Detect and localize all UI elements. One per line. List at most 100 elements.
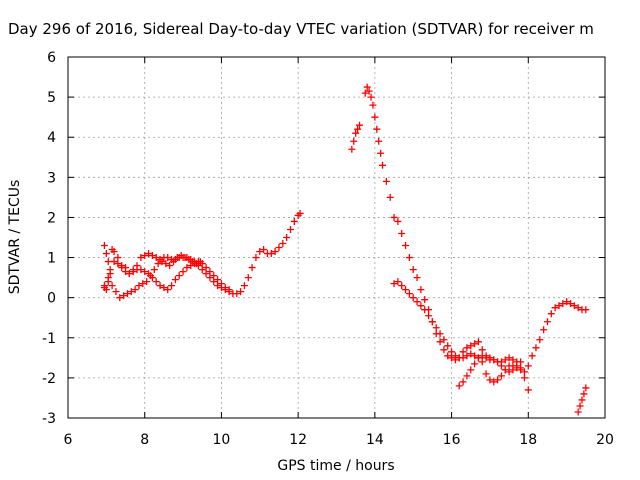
data-point bbox=[386, 193, 394, 201]
data-point bbox=[486, 376, 494, 384]
data-point bbox=[108, 282, 116, 290]
data-point bbox=[171, 276, 179, 284]
data-point bbox=[497, 362, 505, 370]
data-point bbox=[141, 252, 149, 260]
data-point bbox=[160, 284, 168, 292]
data-point bbox=[114, 254, 122, 262]
data-point bbox=[162, 260, 170, 268]
data-point bbox=[524, 386, 532, 394]
data-point bbox=[129, 268, 137, 276]
data-point bbox=[177, 252, 185, 260]
data-point bbox=[141, 268, 149, 276]
data-point bbox=[547, 310, 555, 318]
y-tick-label: -1 bbox=[42, 331, 56, 347]
plot-frame bbox=[67, 56, 606, 419]
data-point bbox=[244, 274, 252, 282]
data-point bbox=[459, 354, 467, 362]
data-point bbox=[283, 234, 291, 241]
data-point bbox=[448, 354, 456, 362]
y-axis-label: SDTVAR / TECUs bbox=[7, 180, 23, 295]
series-6 bbox=[455, 352, 525, 390]
data-point bbox=[352, 129, 360, 137]
y-tick-label: -3 bbox=[42, 411, 56, 427]
data-point bbox=[102, 286, 110, 294]
data-point bbox=[543, 318, 551, 326]
data-point bbox=[202, 270, 210, 278]
data-point bbox=[354, 125, 362, 133]
data-point bbox=[494, 358, 502, 366]
data-point bbox=[570, 302, 578, 310]
y-tick-label: 0 bbox=[47, 291, 56, 307]
data-point bbox=[467, 342, 475, 350]
data-point bbox=[409, 294, 417, 302]
data-point bbox=[459, 348, 467, 356]
data-point bbox=[356, 121, 364, 129]
data-point bbox=[348, 145, 356, 153]
data-point bbox=[517, 358, 525, 366]
data-point bbox=[164, 286, 172, 294]
data-point bbox=[432, 324, 440, 332]
data-point bbox=[421, 296, 429, 304]
series-5 bbox=[390, 278, 590, 386]
data-point bbox=[290, 217, 298, 225]
data-point bbox=[183, 264, 191, 272]
data-point bbox=[451, 352, 459, 360]
data-point bbox=[509, 356, 517, 364]
data-point bbox=[532, 344, 540, 352]
data-point bbox=[371, 113, 379, 121]
data-point bbox=[425, 312, 433, 320]
data-point bbox=[405, 254, 413, 262]
data-point bbox=[486, 354, 494, 362]
data-point bbox=[482, 370, 490, 378]
x-tick-label: 12 bbox=[289, 432, 307, 448]
data-point bbox=[528, 352, 536, 360]
data-point bbox=[382, 177, 390, 185]
data-point bbox=[417, 286, 425, 294]
data-point bbox=[125, 270, 133, 278]
data-point bbox=[100, 282, 108, 290]
data-point bbox=[139, 280, 147, 288]
y-tick-label: 5 bbox=[47, 90, 56, 106]
data-point bbox=[390, 280, 398, 288]
y-tick-label: 3 bbox=[47, 170, 56, 186]
data-point bbox=[198, 266, 206, 274]
data-point bbox=[540, 326, 548, 334]
data-point bbox=[494, 376, 502, 384]
data-point bbox=[137, 254, 145, 262]
data-point bbox=[555, 302, 563, 310]
y-tick-label: 2 bbox=[47, 210, 56, 226]
data-point bbox=[478, 346, 486, 354]
data-point bbox=[463, 372, 471, 380]
data-point bbox=[116, 294, 124, 302]
data-point bbox=[137, 266, 145, 274]
data-point bbox=[576, 402, 584, 410]
data-point bbox=[463, 344, 471, 352]
data-point bbox=[271, 248, 279, 256]
data-point bbox=[279, 240, 287, 248]
data-point bbox=[225, 286, 233, 294]
series-0 bbox=[100, 209, 304, 298]
data-point bbox=[267, 250, 275, 258]
data-point bbox=[181, 254, 189, 262]
data-point bbox=[240, 282, 248, 290]
data-point bbox=[158, 258, 166, 266]
grid bbox=[68, 57, 605, 418]
data-point bbox=[582, 306, 590, 314]
data-point bbox=[154, 260, 162, 268]
data-point bbox=[123, 290, 131, 298]
data-point bbox=[390, 213, 398, 221]
data-point bbox=[402, 242, 410, 250]
data-point bbox=[520, 368, 528, 376]
data-point bbox=[574, 408, 582, 416]
data-point bbox=[150, 266, 158, 274]
data-point bbox=[143, 278, 151, 286]
data-point bbox=[114, 260, 122, 268]
data-point bbox=[459, 378, 467, 386]
data-point bbox=[463, 352, 471, 360]
data-point bbox=[110, 258, 118, 266]
data-point bbox=[286, 225, 294, 233]
data-point bbox=[409, 266, 417, 274]
data-point bbox=[100, 242, 108, 250]
x-tick-label: 10 bbox=[213, 432, 231, 448]
